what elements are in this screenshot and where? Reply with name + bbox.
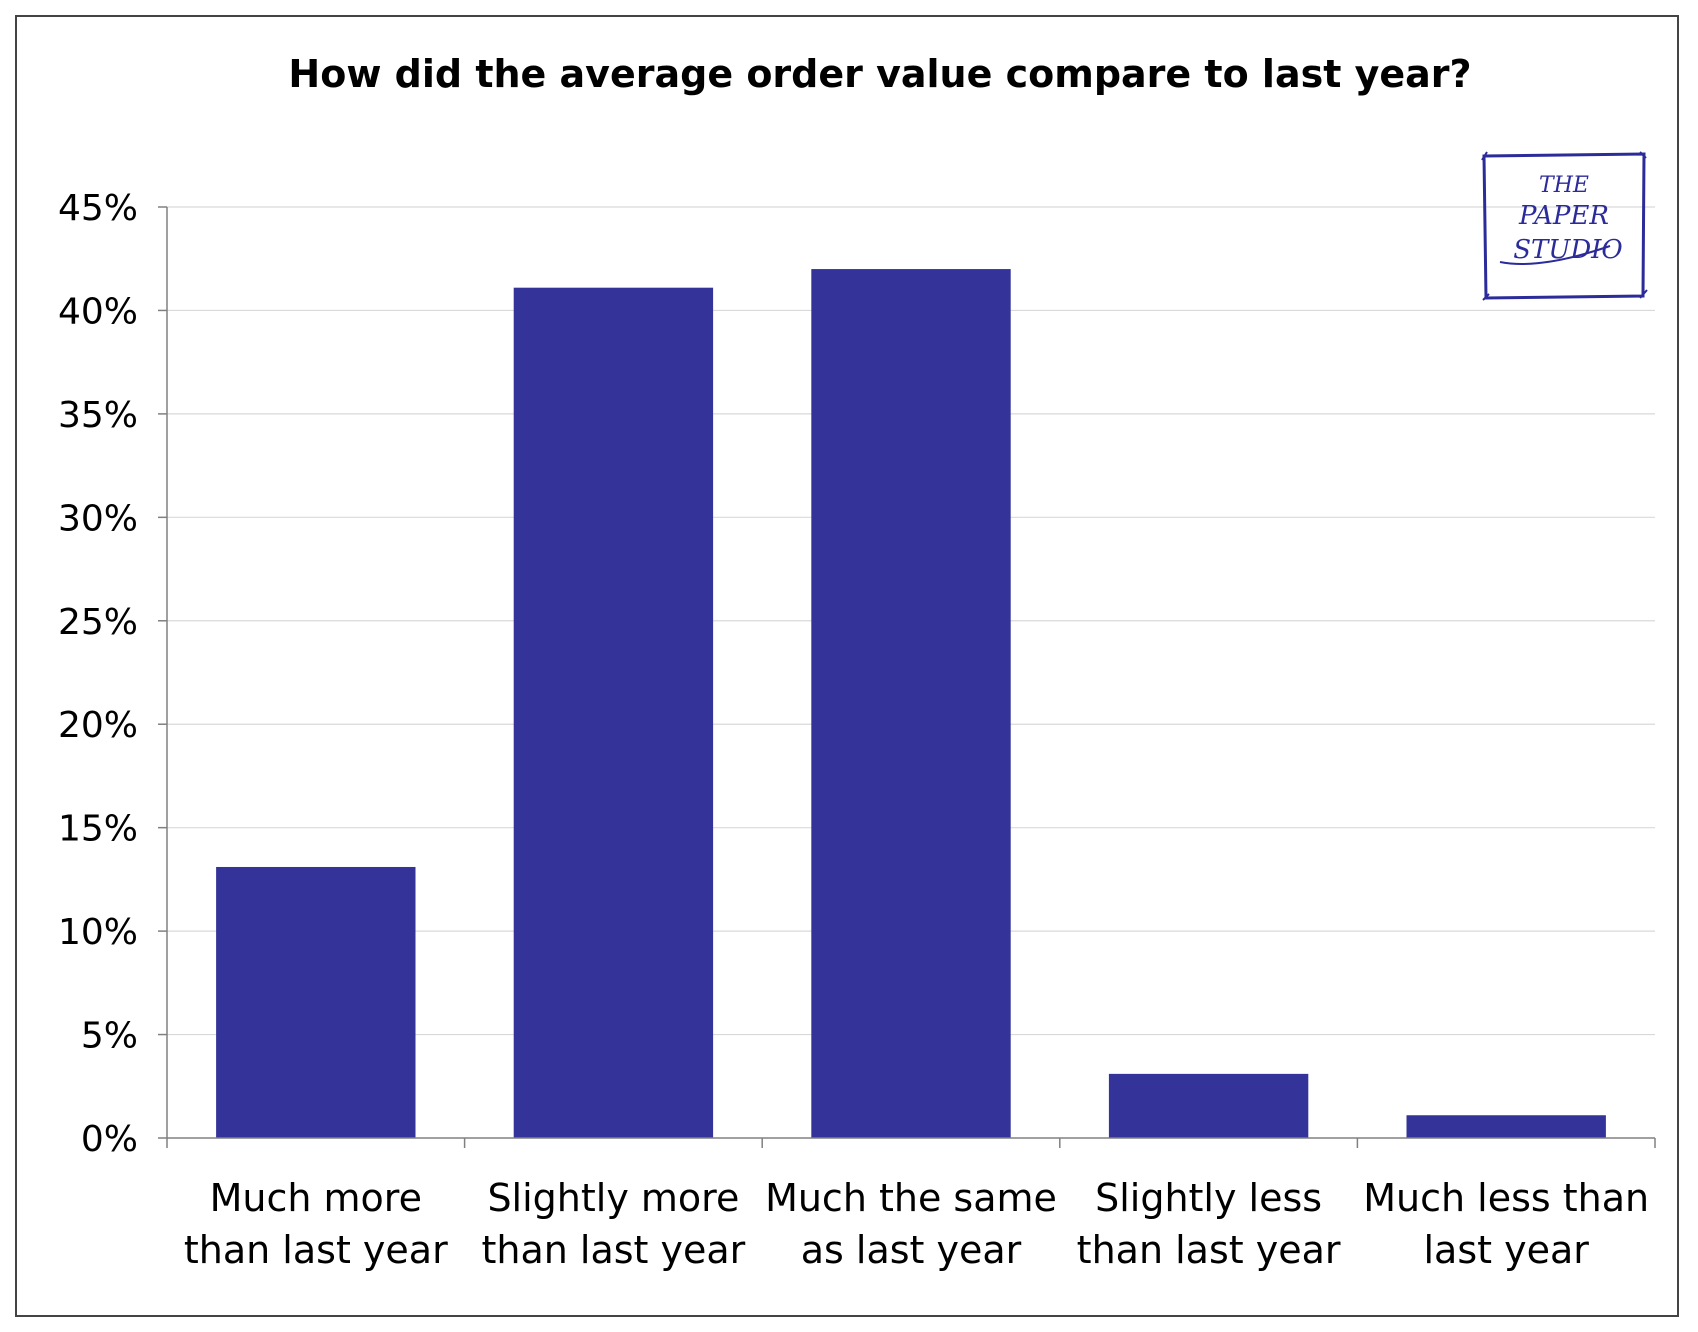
y-tick-label: 40% [58,291,138,332]
y-tick-label: 35% [58,395,138,436]
y-tick-label: 20% [58,705,138,746]
y-tick-label: 15% [58,809,138,850]
axes [158,206,1656,1148]
y-tick-label: 0% [81,1119,138,1160]
y-tick-label: 30% [58,498,138,539]
bar [513,287,714,1139]
x-category-label: than last year [481,1228,745,1272]
bar [1108,1073,1309,1138]
x-category-label: Much the same [765,1176,1057,1220]
x-category-label: Much more [210,1176,422,1220]
y-tick-label: 25% [58,602,138,643]
y-tick-label: 10% [58,912,138,953]
x-category-label: Slightly more [487,1176,739,1220]
logo-text-paper: PAPER [1518,201,1609,231]
logo-text-the: THE [1539,173,1589,198]
bar [216,866,416,1138]
x-category-label: last year [1423,1228,1589,1272]
logo-text-studio: STUDIO [1513,235,1623,265]
x-category-label: than last year [1077,1228,1341,1272]
bars [216,269,1606,1139]
bar [811,269,1011,1139]
bar [1406,1115,1606,1138]
y-tick-label: 45% [58,188,138,229]
paper-studio-logo: THE PAPER STUDIO [1481,151,1648,301]
labels: 0% 5% 10% 15% 20% 25% 30% 35% 40% 45% Much more tha… [58,188,1649,1272]
x-category-label: as last year [801,1228,1022,1272]
x-category-label: Much less than [1363,1176,1649,1220]
x-category-label: Slightly less [1095,1176,1322,1220]
chart-title: How did the average order value compare … [288,52,1472,96]
y-tick-label: 5% [81,1016,138,1057]
x-category-label: than last year [184,1228,448,1272]
